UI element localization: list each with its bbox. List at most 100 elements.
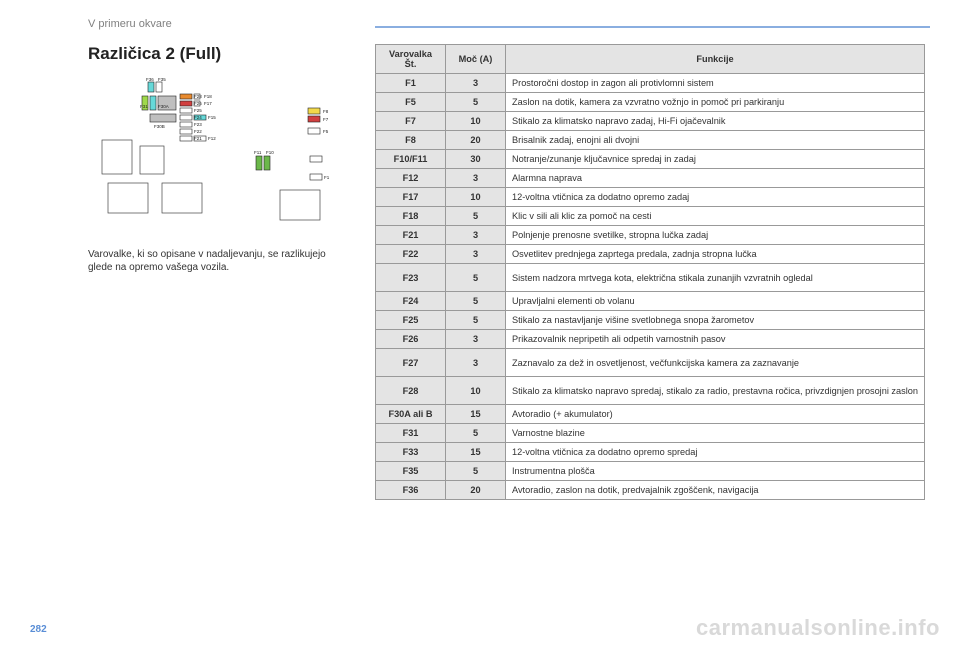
fuse-number: F35 <box>376 462 446 481</box>
svg-text:F11: F11 <box>254 150 262 155</box>
svg-text:F24: F24 <box>194 115 202 120</box>
fuse-number: F12 <box>376 169 446 188</box>
table-row: F123Alarmna naprava <box>376 169 925 188</box>
fuse-func: Zaslon na dotik, kamera za vzvratno vožn… <box>506 93 925 112</box>
fuse-func: 12-voltna vtičnica za dodatno opremo zad… <box>506 188 925 207</box>
table-row: F235Sistem nadzora mrtvega kota, elektri… <box>376 264 925 292</box>
fuse-func: Klic v sili ali klic za pomoč na cesti <box>506 207 925 226</box>
fuse-number: F25 <box>376 311 446 330</box>
fuse-func: Avtoradio (+ akumulator) <box>506 405 925 424</box>
table-row: F355Instrumentna plošča <box>376 462 925 481</box>
table-row: F223Osvetlitev prednjega zaprtega predal… <box>376 245 925 264</box>
table-row: F820Brisalnik zadaj, enojni ali dvojni <box>376 131 925 150</box>
svg-text:F30A: F30A <box>158 104 169 109</box>
fuse-amp: 20 <box>446 481 506 500</box>
fuse-func: Varnostne blazine <box>506 424 925 443</box>
fuse-amp: 10 <box>446 377 506 405</box>
fuse-amp: 5 <box>446 311 506 330</box>
fuse-func: Stikalo za klimatsko napravo zadaj, Hi-F… <box>506 112 925 131</box>
fuse-number: F36 <box>376 481 446 500</box>
fuse-amp: 5 <box>446 264 506 292</box>
col-header-amp: Moč (A) <box>446 45 506 74</box>
fuse-amp: 15 <box>446 443 506 462</box>
svg-text:F30B: F30B <box>154 124 165 129</box>
fuse-func: Polnjenje prenosne svetilke, stropna luč… <box>506 226 925 245</box>
svg-text:F36: F36 <box>146 78 154 82</box>
svg-text:F21: F21 <box>194 136 202 141</box>
chapter-label: V primeru okvare <box>88 18 172 30</box>
svg-text:F31: F31 <box>140 104 148 109</box>
svg-text:F28: F28 <box>194 94 202 99</box>
svg-text:F26: F26 <box>194 101 202 106</box>
fuse-amp: 5 <box>446 93 506 112</box>
svg-text:F8: F8 <box>323 109 329 114</box>
svg-text:F35: F35 <box>158 78 166 82</box>
fuse-amp: 5 <box>446 207 506 226</box>
fuse-number: F8 <box>376 131 446 150</box>
fuse-table: Varovalka Št. Moč (A) Funkcije F13Prosto… <box>375 44 925 500</box>
svg-text:F18: F18 <box>204 94 212 99</box>
fuse-func: Brisalnik zadaj, enojni ali dvojni <box>506 131 925 150</box>
fuse-amp: 10 <box>446 112 506 131</box>
fuse-func: Osvetlitev prednjega zaprtega predala, z… <box>506 245 925 264</box>
fuse-number: F26 <box>376 330 446 349</box>
fuse-amp: 3 <box>446 169 506 188</box>
fuse-func: Alarmna naprava <box>506 169 925 188</box>
table-row: F10/F1130Notranje/zunanje ključavnice sp… <box>376 150 925 169</box>
fuse-number: F18 <box>376 207 446 226</box>
fuse-number: F30A ali B <box>376 405 446 424</box>
svg-text:F17: F17 <box>204 101 212 106</box>
table-row: F213Polnjenje prenosne svetilke, stropna… <box>376 226 925 245</box>
svg-text:F5: F5 <box>323 129 329 134</box>
svg-text:F12: F12 <box>208 136 216 141</box>
fuse-amp: 5 <box>446 462 506 481</box>
diagram-note: Varovalke, ki so opisane v nadaljevanju,… <box>88 248 348 274</box>
fuse-func: 12-voltna vtičnica za dodatno opremo spr… <box>506 443 925 462</box>
fuse-amp: 10 <box>446 188 506 207</box>
col-header-func: Funkcije <box>506 45 925 74</box>
table-row: F30A ali B15Avtoradio (+ akumulator) <box>376 405 925 424</box>
fuse-func: Avtoradio, zaslon na dotik, predvajalnik… <box>506 481 925 500</box>
fuse-number: F24 <box>376 292 446 311</box>
fuse-number: F7 <box>376 112 446 131</box>
fuse-amp: 15 <box>446 405 506 424</box>
col-header-num: Varovalka Št. <box>376 45 446 74</box>
fuse-func: Notranje/zunanje ključavnice spredaj in … <box>506 150 925 169</box>
fuse-func: Stikalo za klimatsko napravo spredaj, st… <box>506 377 925 405</box>
fuse-number: F21 <box>376 226 446 245</box>
fuse-number: F22 <box>376 245 446 264</box>
page-title: Različica 2 (Full) <box>88 44 221 64</box>
fuse-func: Sistem nadzora mrtvega kota, električna … <box>506 264 925 292</box>
fuse-amp: 20 <box>446 131 506 150</box>
fuse-amp: 3 <box>446 74 506 93</box>
fuse-amp: 5 <box>446 424 506 443</box>
table-row: F245Upravljalni elementi ob volanu <box>376 292 925 311</box>
fuse-diagram: F36 F35 F31 F30A F30B F28F18 F26F17 F25 F… <box>100 78 330 228</box>
fuse-number: F27 <box>376 349 446 377</box>
fuse-func: Prikazovalnik nepripetih ali odpetih var… <box>506 330 925 349</box>
fuse-amp: 3 <box>446 245 506 264</box>
table-row: F55Zaslon na dotik, kamera za vzvratno v… <box>376 93 925 112</box>
page-number: 282 <box>30 624 47 635</box>
fuse-number: F31 <box>376 424 446 443</box>
fuse-amp: 3 <box>446 226 506 245</box>
fuse-func: Instrumentna plošča <box>506 462 925 481</box>
table-row: F331512-voltna vtičnica za dodatno oprem… <box>376 443 925 462</box>
fuse-number: F5 <box>376 93 446 112</box>
svg-text:F23: F23 <box>194 122 202 127</box>
table-row: F2810Stikalo za klimatsko napravo spreda… <box>376 377 925 405</box>
svg-text:F1: F1 <box>324 175 330 180</box>
table-row: F13Prostoročni dostop in zagon ali proti… <box>376 74 925 93</box>
fuse-amp: 3 <box>446 349 506 377</box>
fuse-amp: 30 <box>446 150 506 169</box>
table-row: F185Klic v sili ali klic za pomoč na ces… <box>376 207 925 226</box>
header-rule <box>375 26 930 28</box>
fuse-number: F1 <box>376 74 446 93</box>
table-row: F263Prikazovalnik nepripetih ali odpetih… <box>376 330 925 349</box>
fuse-amp: 5 <box>446 292 506 311</box>
fuse-func: Upravljalni elementi ob volanu <box>506 292 925 311</box>
table-header-row: Varovalka Št. Moč (A) Funkcije <box>376 45 925 74</box>
table-row: F255Stikalo za nastavljanje višine svetl… <box>376 311 925 330</box>
svg-text:F25: F25 <box>194 108 202 113</box>
svg-text:F15: F15 <box>208 115 216 120</box>
